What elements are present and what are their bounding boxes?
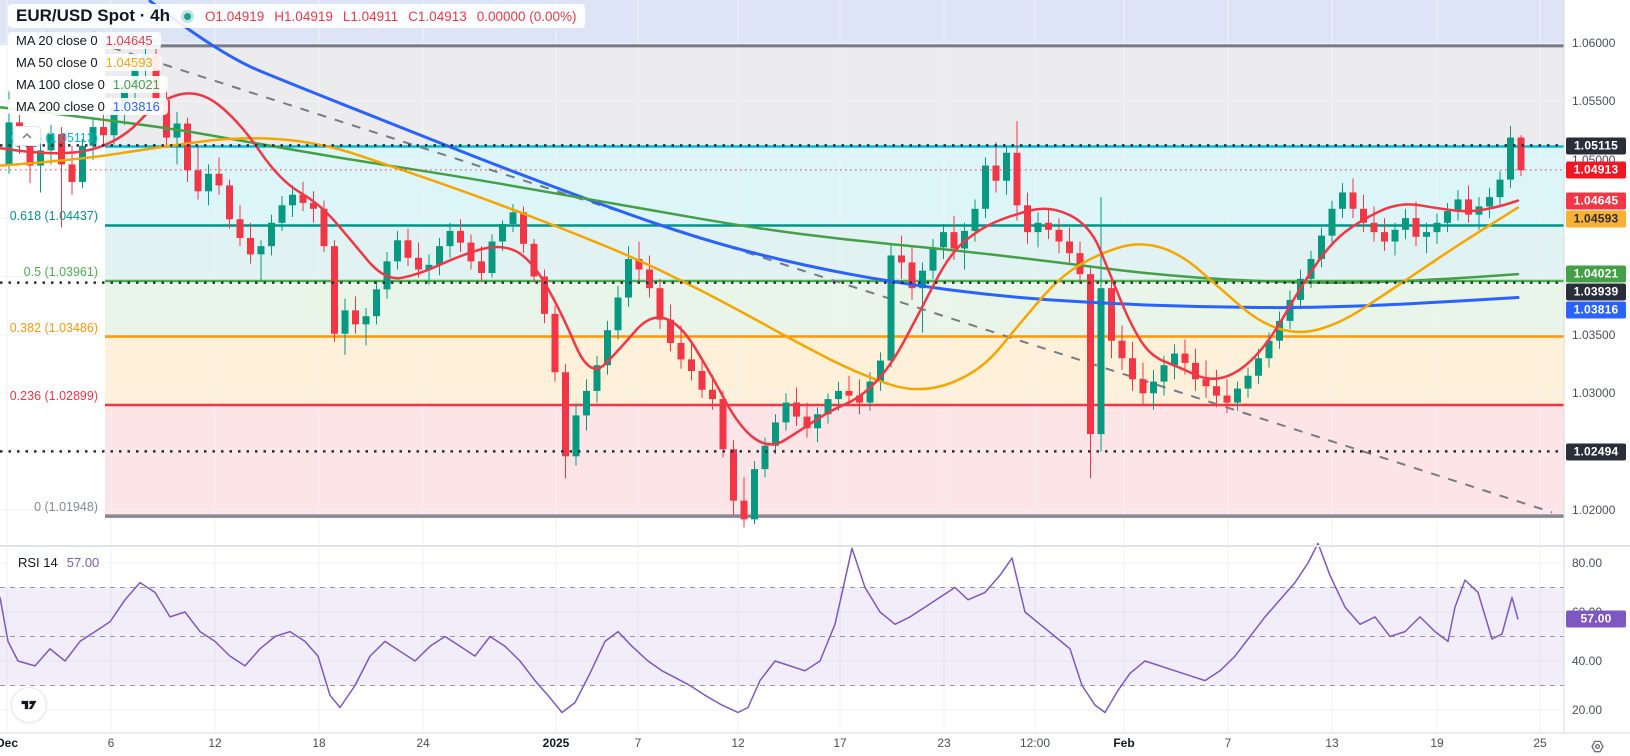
background-zones xyxy=(0,0,1564,517)
ma200-line xyxy=(148,0,1520,310)
tradingview-logo-icon xyxy=(21,700,37,710)
ma100-line xyxy=(0,105,1520,284)
dotted-levels xyxy=(0,144,1564,453)
ma50-line xyxy=(0,137,1520,391)
legend-collapse-button[interactable] xyxy=(13,126,41,146)
chevron-up-icon xyxy=(22,133,32,139)
rsi-pane xyxy=(0,542,1564,714)
gear-icon xyxy=(1590,740,1604,752)
timezone-settings-button[interactable] xyxy=(1588,737,1606,755)
tradingview-logo[interactable] xyxy=(11,687,47,723)
ma20-line xyxy=(0,92,1520,446)
trendline xyxy=(111,46,1553,514)
candles-layer xyxy=(5,46,1525,528)
pane-separators xyxy=(0,0,1630,734)
